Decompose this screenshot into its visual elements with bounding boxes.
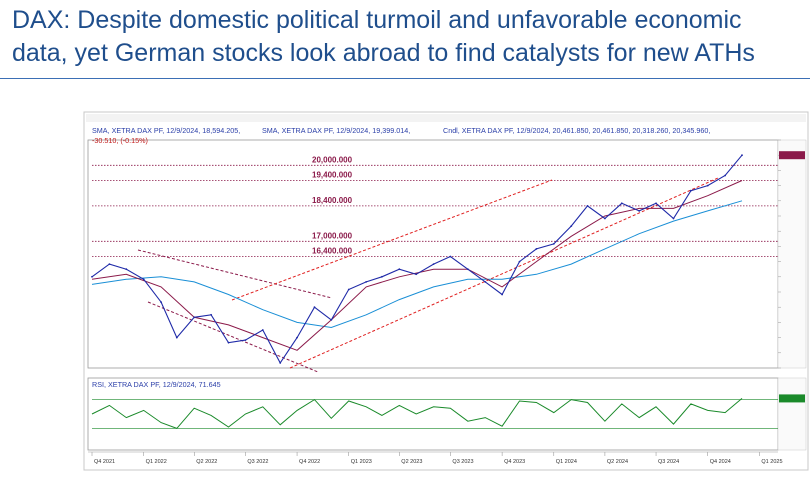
quarter-label: Q4 2022 xyxy=(299,459,320,465)
price-point xyxy=(706,184,709,187)
quarter-label: Q1 2022 xyxy=(146,459,167,465)
price-point xyxy=(210,313,213,316)
price-point xyxy=(484,280,487,283)
quarter-label: Q1 2024 xyxy=(556,459,577,465)
price-point xyxy=(552,242,555,245)
legend-rsi: RSI, XETRA DAX PF, 12/9/2024, 71.645 xyxy=(92,380,221,389)
quarter-label: Q1 2025 xyxy=(761,459,782,465)
level-label-3: 17,000.000 xyxy=(312,231,353,240)
price-point xyxy=(380,275,383,278)
level-label-0: 20,000.000 xyxy=(312,155,353,164)
rsi-line xyxy=(91,398,743,429)
price-point xyxy=(365,280,368,283)
price-point xyxy=(125,268,128,271)
price-point xyxy=(261,329,264,331)
quarter-label: Q4 2023 xyxy=(504,459,525,465)
legend-sma-200: SMA, XETRA DAX PF, 12/9/2024, 19,399.014… xyxy=(262,126,410,135)
quarter-label: Q3 2024 xyxy=(658,459,679,465)
quarter-label: Q4 2024 xyxy=(710,459,731,465)
quarter-label: Q2 2023 xyxy=(401,459,422,465)
price-point xyxy=(175,336,178,339)
price-point xyxy=(724,174,727,177)
price-point xyxy=(466,268,469,271)
rsi-axis xyxy=(777,377,807,451)
title-divider xyxy=(0,78,810,79)
chart-header-strip xyxy=(86,114,806,122)
price-point xyxy=(415,273,418,276)
price-point xyxy=(398,268,401,271)
quarter-label: Q1 2023 xyxy=(351,459,372,465)
price-point xyxy=(586,204,589,207)
uptrend-channel-upper xyxy=(231,179,553,301)
price-point xyxy=(449,255,452,258)
price-point xyxy=(741,154,743,157)
price-point xyxy=(296,336,298,339)
price-point xyxy=(570,225,573,228)
price-point xyxy=(620,202,623,205)
price-point xyxy=(313,306,316,309)
price-point xyxy=(501,293,504,296)
quarter-label: Q3 2022 xyxy=(247,459,268,465)
slide-title-line-1: DAX: Despite domestic political turmoil … xyxy=(12,6,742,34)
price-point xyxy=(193,316,196,319)
price-point xyxy=(655,202,657,205)
quarter-label: Q4 2021 xyxy=(94,459,115,465)
slide-title-line-2: data, yet German stocks look abroad to f… xyxy=(12,39,755,67)
price-point xyxy=(347,288,350,291)
rsi-last-value-badge xyxy=(779,394,805,403)
price-point xyxy=(279,362,282,364)
uptrend-channel-lower xyxy=(289,177,719,369)
price-point xyxy=(108,263,111,266)
downtrend-channel-lower xyxy=(147,301,319,373)
price-point xyxy=(604,217,606,220)
slide-title: DAX: Despite domestic political turmoil … xyxy=(12,4,802,70)
series-line-2 xyxy=(91,200,743,329)
downtrend-channel-upper xyxy=(137,249,333,299)
quarter-label: Q2 2024 xyxy=(607,459,628,465)
legend-change: -30.510, (-0.15%) xyxy=(92,136,148,145)
price-point xyxy=(142,278,145,281)
price-point xyxy=(535,248,538,250)
price-point xyxy=(91,275,93,278)
price-point xyxy=(689,189,692,192)
price-point xyxy=(227,341,230,344)
level-label-1: 19,400.000 xyxy=(312,171,353,180)
price-point xyxy=(160,301,163,304)
legend-candle: Cndl, XETRA DAX PF, 12/9/2024, 20,461.85… xyxy=(443,126,710,135)
quarter-label: Q2 2022 xyxy=(196,459,217,465)
price-point xyxy=(672,217,675,220)
price-point xyxy=(432,263,435,266)
price-point xyxy=(638,210,641,212)
legend-sma-50: SMA, XETRA DAX PF, 12/9/2024, 18,594.205… xyxy=(92,126,240,135)
price-axis xyxy=(777,139,807,369)
price-point xyxy=(244,339,247,342)
price-point xyxy=(330,318,333,321)
level-label-4: 16,400.000 xyxy=(312,247,353,256)
price-last-value-badge xyxy=(779,151,805,160)
chart-frame xyxy=(83,111,809,471)
quarter-label: Q3 2023 xyxy=(452,459,473,465)
series-line-1 xyxy=(91,180,743,351)
level-label-2: 18,400.000 xyxy=(312,196,353,205)
price-point xyxy=(518,260,521,263)
